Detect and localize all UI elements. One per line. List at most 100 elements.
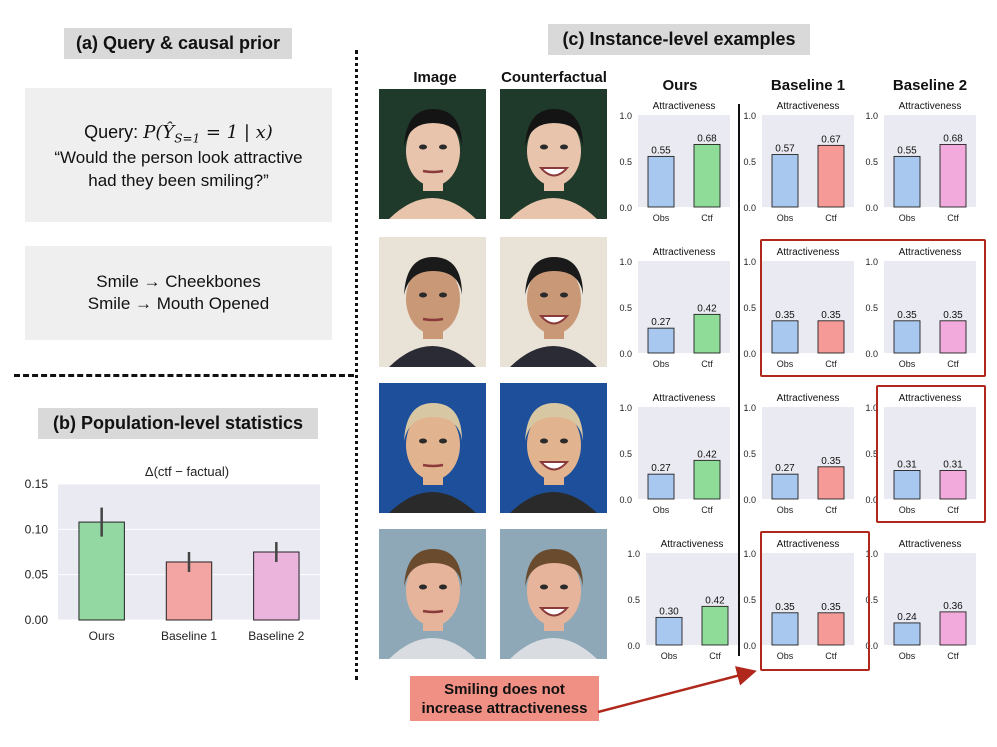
bar-obs: [647, 155, 675, 208]
bar-ctf: [693, 143, 721, 208]
value-label: 0.68: [697, 133, 717, 144]
bar-obs: [771, 154, 799, 208]
x-tick-label: Ctf: [825, 505, 837, 515]
value-label: 0.55: [651, 145, 671, 156]
prior-line-1: Smile → Cheekbones: [96, 272, 261, 291]
y-tick-label: 0.0: [743, 203, 756, 213]
face-illustration: [500, 89, 607, 219]
y-tick-label: 0.0: [619, 349, 632, 359]
value-label: 0.27: [651, 463, 671, 474]
y-tick-label: 0.10: [25, 522, 49, 536]
y-tick-label: 1.0: [743, 257, 756, 267]
x-tick-label: Obs: [899, 651, 916, 661]
bar-obs: [771, 612, 799, 646]
bar-obs: [893, 470, 921, 500]
y-tick-label: 0.5: [865, 449, 878, 459]
y-tick-label: 1.0: [865, 403, 878, 413]
x-tick-label: Obs: [653, 359, 670, 369]
y-tick-label: 0.5: [619, 157, 632, 167]
y-tick-label: 0.5: [743, 303, 756, 313]
query-label: Query:: [84, 122, 139, 142]
chart-title: Attractiveness: [899, 101, 962, 112]
chart-title: Attractiveness: [777, 539, 840, 550]
baseline-separator: [738, 104, 740, 656]
chart-title: Attractiveness: [777, 247, 840, 258]
panel-b-title: (b) Population-level statistics: [38, 408, 318, 439]
face-illustration: [379, 237, 486, 367]
attractiveness-chart-ours-row1: 0.0 0.5 1.0 Attractiveness 0.55 Obs 0.68 Ctf: [619, 101, 730, 223]
highlight-row3-baseline2: [876, 385, 986, 523]
chart-title: Attractiveness: [661, 539, 724, 550]
y-tick-label: 0.05: [25, 568, 49, 582]
prior-line-2: Smile → Mouth Opened: [87, 294, 270, 313]
face-illustration: [379, 383, 486, 513]
y-tick-label: 1.0: [743, 403, 756, 413]
bar-obs: [647, 327, 675, 354]
x-tick-label: Obs: [899, 213, 916, 223]
y-tick-label: 1.0: [619, 111, 632, 121]
y-tick-label: 0.5: [743, 157, 756, 167]
x-tick-label: Ctf: [825, 651, 837, 661]
chart-title: Attractiveness: [777, 393, 840, 404]
question-line-2: had they been smiling?”: [88, 170, 269, 190]
bar-obs: [771, 320, 799, 354]
value-label: 0.31: [943, 459, 963, 470]
value-label: 0.35: [897, 310, 917, 321]
y-tick-label: 0.0: [743, 349, 756, 359]
y-tick-label: 0.00: [25, 613, 49, 627]
value-label: 0.42: [697, 449, 717, 460]
value-label: 0.57: [775, 144, 795, 155]
counterfactual-image-3: [500, 383, 607, 513]
y-tick-label: 0.0: [865, 203, 878, 213]
attractiveness-chart-baseline2-row1: 0.0 0.5 1.0 Attractiveness 0.55 Obs 0.68 Ctf: [865, 101, 976, 223]
x-tick-label: Ours: [89, 629, 115, 643]
x-tick-label: Ctf: [947, 359, 959, 369]
x-tick-label: Ctf: [947, 213, 959, 223]
bar-ctf: [817, 612, 845, 646]
x-tick-label: Obs: [653, 505, 670, 515]
chart-title: Attractiveness: [899, 247, 962, 258]
attractiveness-chart-ours-row2: 0.0 0.5 1.0 Attractiveness 0.27 Obs 0.42 Ctf: [619, 247, 730, 369]
horizontal-separator: [14, 374, 354, 377]
chart-title: Attractiveness: [899, 539, 962, 550]
y-tick-label: 1.0: [619, 403, 632, 413]
bar-obs: [655, 616, 683, 646]
y-tick-label: 0.0: [865, 349, 878, 359]
chart-title: Attractiveness: [899, 393, 962, 404]
y-tick-label: 0.0: [743, 495, 756, 505]
original-image-4: [379, 529, 486, 659]
bar-ctf: [939, 611, 967, 646]
bar-ctf: [817, 466, 845, 500]
original-image-1: [379, 89, 486, 219]
attractiveness-chart-baseline2-row3: 0.0 0.5 1.0 Attractiveness 0.31 Obs 0.31 Ctf: [865, 393, 976, 515]
vertical-separator: [355, 50, 358, 680]
x-tick-label: Ctf: [701, 213, 713, 223]
value-label: 0.31: [897, 459, 917, 470]
y-tick-label: 1.0: [865, 257, 878, 267]
col-ours: Ours: [662, 77, 698, 94]
value-label: 0.36: [943, 601, 963, 612]
value-label: 0.27: [775, 463, 795, 474]
counterfactual-image-4: [500, 529, 607, 659]
value-label: 0.67: [821, 134, 841, 145]
bar-obs: [771, 473, 799, 500]
value-label: 0.30: [659, 606, 679, 617]
value-label: 0.27: [651, 317, 671, 328]
note-line-1: Smiling does not: [444, 681, 565, 698]
value-label: 0.35: [821, 602, 841, 613]
panel-c-title: (c) Instance-level examples: [548, 24, 810, 55]
value-label: 0.35: [821, 310, 841, 321]
bar-obs: [893, 320, 921, 354]
y-tick-label: 0.5: [743, 595, 756, 605]
y-tick-label: 1.0: [743, 111, 756, 121]
chart-title: Attractiveness: [653, 393, 716, 404]
x-tick-label: Obs: [777, 651, 794, 661]
y-tick-label: 0.0: [865, 641, 878, 651]
y-tick-label: 1.0: [865, 111, 878, 121]
y-tick-label: 0.0: [743, 641, 756, 651]
x-tick-label: Baseline 1: [161, 629, 217, 643]
attractiveness-chart-baseline1-row2: 0.0 0.5 1.0 Attractiveness 0.35 Obs 0.35 Ctf: [743, 247, 854, 369]
y-tick-label: 0.5: [627, 595, 640, 605]
bar-ctf: [817, 320, 845, 354]
col-baseline2: Baseline 2: [892, 77, 968, 94]
